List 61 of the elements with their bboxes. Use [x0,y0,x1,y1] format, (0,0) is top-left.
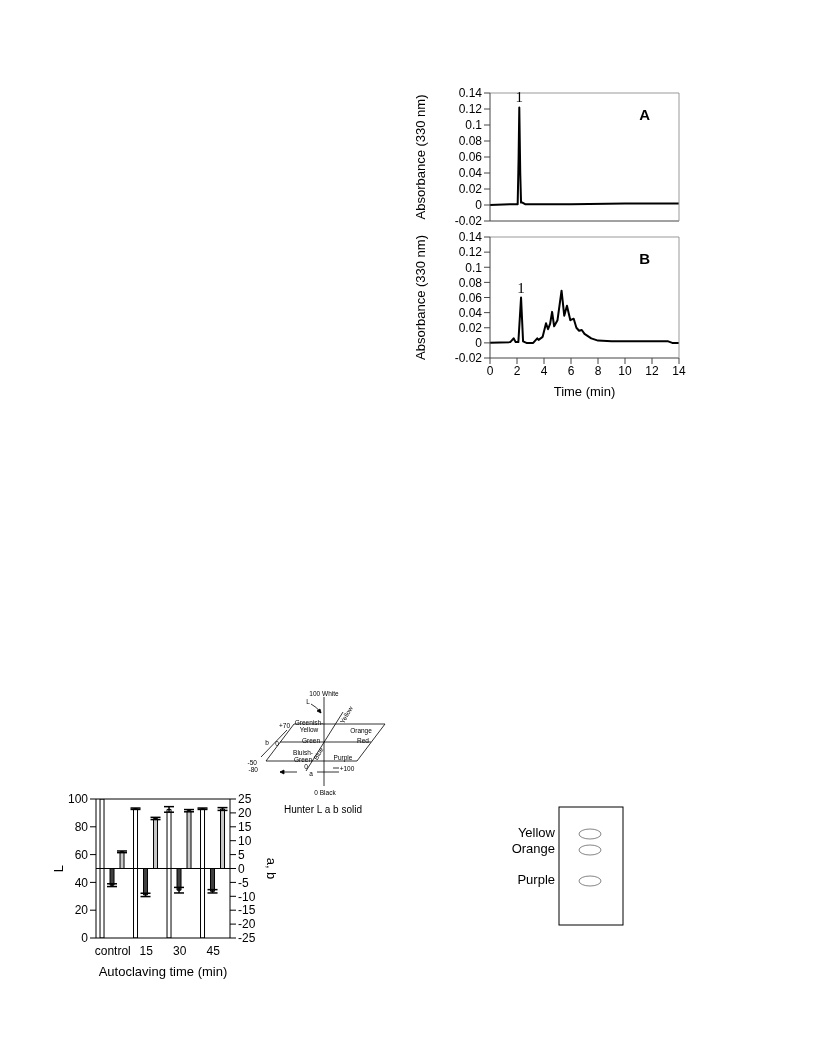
x-axis-title: Time (min) [553,384,616,399]
annotation: B [639,250,650,267]
y2-tick-label: 15 [238,820,252,835]
y-tick-label: -0.02 [454,351,483,366]
y-tick-label: 0.06 [458,150,483,165]
y-tick-label: 0.08 [458,134,483,149]
text: Orange [511,841,555,857]
annotation: 1 [517,279,525,296]
y-tick-label: 80 [74,820,89,835]
y-axis-title: L [50,864,66,873]
y2-tick-label: 10 [238,833,252,848]
y2-tick-label: 5 [238,847,245,862]
y-tick-label: 0 [81,931,89,946]
y-tick-label: 0.12 [458,102,483,117]
text: Hunter L a b solid [283,804,363,815]
y-tick-label: 0.02 [458,182,483,197]
y2-tick-label: -10 [238,889,256,904]
x-tick-label: 8 [594,363,602,378]
y2-tick-label: -5 [238,875,249,890]
y-tick-label: 0 [475,336,483,351]
x-tick-label: control [94,943,131,958]
y-tick-label: 60 [74,847,89,862]
y-tick-label: 0.12 [458,245,483,260]
y2-axis-title: a, b [264,857,280,880]
y-tick-label: 100 [67,792,89,807]
annotation: A [639,106,650,123]
y-tick-label: 0.02 [458,321,483,336]
y-tick-label: -0.02 [454,214,483,229]
y-axis-title: Absorbance (330 nm) [412,94,428,220]
y2-tick-label: 25 [238,792,252,807]
y-tick-label: 0.06 [458,290,483,305]
x-axis-title: Autoclaving time (min) [98,964,228,979]
y-tick-label: 0.04 [458,166,483,181]
text: Purple [517,872,555,888]
y-tick-label: 0.14 [458,86,483,101]
y2-tick-label: -20 [238,917,256,932]
x-tick-label: 45 [206,943,221,958]
y-tick-label: 20 [74,903,89,918]
y-tick-label: 0.1 [465,260,483,275]
y-tick-label: 40 [74,875,89,890]
y-tick-label: 0.1 [465,118,483,133]
y-axis-title: Absorbance (330 nm) [412,234,428,361]
y2-tick-label: 0 [238,861,245,876]
x-tick-label: 6 [567,363,575,378]
y2-tick-label: -25 [238,931,256,946]
x-tick-label: 15 [139,943,154,958]
y2-tick-label: -15 [238,903,256,918]
x-tick-label: 12 [645,363,659,378]
x-tick-label: 14 [672,363,686,378]
y-tick-label: 0.04 [458,305,483,320]
y-tick-label: 0.14 [458,230,483,245]
x-tick-label: 0 [486,363,494,378]
y-tick-label: 0.08 [458,275,483,290]
x-tick-label: 2 [513,363,521,378]
x-tick-label: 30 [173,943,187,958]
y-tick-label: 0 [475,198,483,213]
y2-tick-label: 20 [238,806,252,821]
x-tick-label: 10 [618,363,632,378]
annotation: 1 [515,89,524,106]
x-tick-label: 4 [540,363,548,378]
text: Yellow [517,825,556,841]
